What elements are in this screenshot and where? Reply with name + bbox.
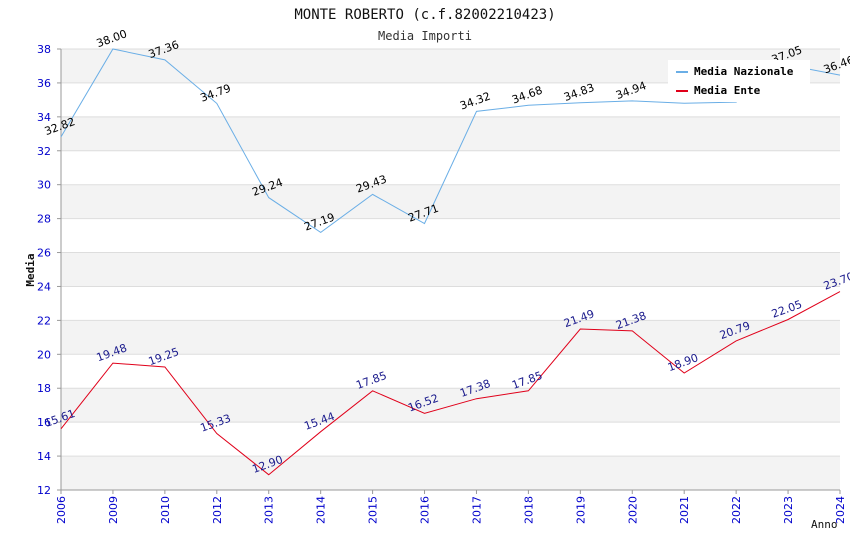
grid-bands xyxy=(61,49,840,490)
series-lines xyxy=(60,48,841,476)
y-tick-labels: 12 14 16 18 20 22 24 26 28 30 32 34 36 38 xyxy=(37,43,51,497)
grid-band xyxy=(61,184,840,219)
y-tick-label: 30 xyxy=(37,179,51,192)
chart-title: MONTE ROBERTO (c.f.82002210423) xyxy=(294,7,555,23)
legend-label-media-nazionale: Media Nazionale xyxy=(694,65,794,78)
x-tick-label: 2015 xyxy=(367,496,380,524)
x-axis-label: Anno xyxy=(811,518,838,531)
x-tick-label: 2012 xyxy=(211,496,224,524)
series-line-media-nazionale xyxy=(60,48,841,234)
series-line-media-ente xyxy=(60,291,841,476)
x-tick-label: 2016 xyxy=(419,496,432,524)
legend: Media Nazionale Media Ente xyxy=(668,60,810,102)
y-axis-label: Media xyxy=(24,253,37,286)
x-tick-label: 2021 xyxy=(678,496,691,524)
data-label: 34.79 xyxy=(199,82,233,105)
grid-band xyxy=(61,116,840,151)
data-label: 15.61 xyxy=(43,407,77,430)
chart-subtitle: Media Importi xyxy=(378,29,472,43)
y-tick-label: 24 xyxy=(37,280,51,293)
x-tick-label: 2017 xyxy=(470,496,483,524)
y-tick-label: 26 xyxy=(37,247,51,260)
x-tick-label: 2009 xyxy=(107,496,120,524)
x-tick-label: 2022 xyxy=(730,496,743,524)
y-tick-label: 32 xyxy=(37,145,51,158)
y-tick-label: 22 xyxy=(37,314,51,327)
legend-label-media-ente: Media Ente xyxy=(694,84,761,97)
x-tick-label: 2014 xyxy=(315,496,328,524)
x-tick-labels: 2006 2009 2010 2012 2013 2014 2015 2016 2017 2018… xyxy=(55,496,847,524)
grid-band xyxy=(61,456,840,490)
grid-band xyxy=(61,320,840,355)
y-tick-label: 28 xyxy=(37,213,51,226)
x-tick-label: 2013 xyxy=(263,496,276,524)
y-tick-label: 14 xyxy=(37,450,51,463)
data-label: 34.83 xyxy=(562,81,596,104)
x-tick-label: 2006 xyxy=(55,496,68,524)
x-tick-label: 2019 xyxy=(574,496,587,524)
y-tick-label: 12 xyxy=(37,484,51,497)
y-tick-label: 18 xyxy=(37,382,51,395)
data-label: 38.00 xyxy=(95,27,129,50)
data-label: 34.68 xyxy=(510,84,544,107)
x-tick-label: 2023 xyxy=(782,496,795,524)
y-tick-label: 34 xyxy=(37,111,51,124)
x-tick-label: 2020 xyxy=(626,496,639,524)
axes xyxy=(57,48,841,494)
grid-band xyxy=(61,388,840,423)
y-tick-label: 16 xyxy=(37,416,51,429)
x-tick-label: 2010 xyxy=(159,496,172,524)
y-tick-label: 38 xyxy=(37,43,51,56)
grid-lines xyxy=(61,48,840,491)
legend-box xyxy=(668,60,810,102)
x-tick-label: 2024 xyxy=(834,496,847,524)
grid-band xyxy=(61,252,840,287)
y-tick-label: 20 xyxy=(37,348,51,361)
x-tick-label: 2018 xyxy=(522,496,535,524)
y-tick-label: 36 xyxy=(37,77,51,90)
data-label: 22.05 xyxy=(770,298,804,321)
data-label: 34.32 xyxy=(458,90,492,113)
